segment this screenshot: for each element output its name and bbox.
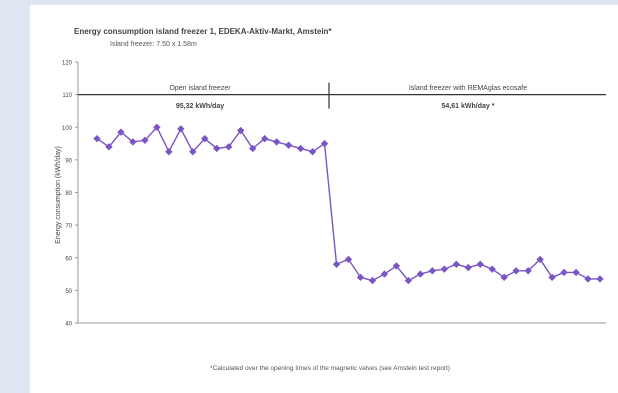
y-tick-label: 60	[65, 256, 72, 262]
data-point	[560, 268, 568, 277]
data-point	[249, 144, 257, 153]
data-point	[512, 267, 520, 275]
segment-1-label: Open island freezer	[169, 85, 231, 92]
data-point	[404, 276, 413, 285]
data-point	[356, 273, 365, 282]
segment-2-label: Island freezer with REMAglas ecosafe	[409, 85, 527, 92]
data-point	[416, 270, 425, 278]
data-point	[368, 276, 377, 285]
series-group	[93, 123, 604, 285]
y-tick-label: 80	[65, 191, 72, 197]
chart-title: Energy consumption island freezer 1, EDE…	[74, 27, 332, 36]
data-point	[548, 273, 556, 282]
data-point	[189, 148, 197, 156]
data-point	[93, 134, 101, 143]
data-point	[105, 143, 113, 151]
chart-panel	[30, 5, 618, 393]
data-point	[572, 268, 580, 277]
data-point	[237, 126, 245, 135]
data-point	[165, 148, 173, 156]
y-tick-label: 50	[65, 289, 72, 295]
data-point	[392, 262, 401, 270]
segment-2-value: 54,61 kWh/day *	[442, 103, 495, 110]
data-point	[464, 263, 472, 272]
plot-area: 40 50 60 70 80 90 100 110 120 Energy consumption…	[55, 61, 606, 328]
data-point	[476, 260, 484, 268]
data-point	[153, 123, 161, 131]
y-tick-label: 120	[62, 61, 73, 67]
y-tick-label: 70	[65, 224, 72, 230]
data-point	[524, 267, 532, 275]
data-point	[344, 255, 353, 264]
chart-subtitle: Island freezer: 7.50 x 1.58m	[110, 41, 197, 48]
data-point	[296, 144, 305, 153]
data-point	[117, 128, 125, 136]
data-point	[308, 148, 317, 156]
y-tick-label: 100	[62, 126, 73, 132]
data-point	[452, 260, 460, 268]
y-tick-label: 40	[65, 322, 72, 328]
data-point	[428, 267, 437, 275]
data-point	[584, 275, 592, 283]
y-axis-label: Energy consumption (kWh/day)	[55, 146, 62, 244]
footnote: *Calculated over the opening times of th…	[210, 365, 450, 372]
data-point	[596, 275, 604, 283]
data-point	[284, 141, 293, 149]
data-point	[332, 260, 341, 268]
y-tick-label: 110	[62, 93, 72, 99]
data-point	[440, 265, 448, 273]
data-point	[380, 270, 389, 278]
data-point	[536, 255, 544, 264]
segment-1-value: 95,32 kWh/day	[176, 103, 224, 110]
y-tick-labels: 40 50 60 70 80 90 100 110 120	[62, 61, 78, 328]
data-point	[488, 265, 496, 273]
y-tick-label: 90	[65, 158, 72, 164]
data-point	[500, 273, 508, 282]
